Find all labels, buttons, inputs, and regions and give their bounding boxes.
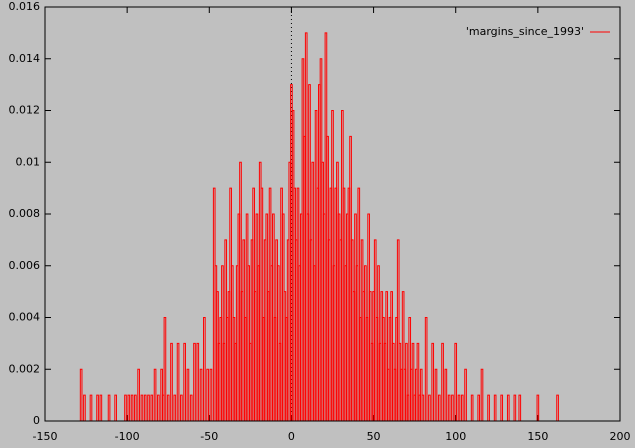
bar (444, 368, 448, 422)
bar (140, 394, 144, 422)
bar (79, 368, 83, 422)
bar (424, 317, 428, 422)
bar (163, 317, 167, 422)
bar (180, 394, 183, 422)
bar (99, 394, 103, 422)
bar (130, 394, 134, 422)
bar (506, 394, 510, 422)
bar (114, 394, 117, 422)
bar (556, 394, 559, 422)
bar (124, 394, 127, 422)
y-tick-label: 0.016 (9, 0, 41, 13)
bar (480, 368, 484, 422)
x-tick-label: 150 (527, 430, 548, 443)
bar (147, 394, 150, 422)
bar (176, 342, 180, 422)
bar (203, 317, 206, 422)
bar (143, 394, 147, 422)
y-tick-label: 0.01 (16, 155, 41, 168)
bar (166, 394, 170, 422)
bar (96, 394, 99, 422)
bar (454, 342, 458, 422)
x-tick-label: 50 (367, 430, 381, 443)
bar (83, 394, 86, 422)
y-tick-label: 0.004 (9, 311, 41, 324)
y-tick-label: 0.014 (9, 52, 41, 65)
y-tick-label: 0.012 (9, 104, 41, 117)
bar (134, 394, 137, 422)
y-tick-label: 0.002 (9, 362, 41, 375)
bar (199, 368, 203, 422)
bar (460, 394, 464, 422)
bar (137, 368, 140, 422)
legend-label: 'margins_since_1993' (466, 25, 584, 38)
bar (150, 394, 154, 422)
bar (189, 394, 193, 422)
bar (487, 394, 490, 422)
bar (206, 368, 209, 422)
y-tick-label: 0 (33, 414, 40, 427)
bar (451, 394, 454, 422)
bar (431, 342, 435, 422)
bar (493, 394, 497, 422)
x-tick-label: -100 (115, 430, 140, 443)
bar (170, 342, 173, 422)
bar (421, 394, 425, 422)
bar (193, 342, 196, 422)
bar (447, 394, 451, 422)
bar (457, 394, 461, 422)
bar (127, 394, 131, 422)
bar (173, 394, 177, 422)
bar (518, 394, 522, 422)
bar (157, 394, 160, 422)
x-tick-label: 100 (445, 430, 466, 443)
bar (464, 368, 467, 422)
x-tick-label: -150 (33, 430, 58, 443)
bar (186, 368, 190, 422)
bar (434, 368, 438, 422)
x-tick-label: -50 (200, 430, 218, 443)
bar (513, 394, 517, 422)
bar (477, 394, 481, 422)
bar (209, 368, 213, 422)
bar (500, 394, 504, 422)
bar (441, 342, 444, 422)
x-tick-label: 200 (610, 430, 631, 443)
bar (153, 368, 157, 422)
bar (196, 342, 200, 422)
bar (470, 394, 474, 422)
plot-frame (44, 6, 621, 422)
bar (437, 394, 441, 422)
x-tick-label: 0 (288, 430, 295, 443)
y-tick-label: 0.008 (9, 207, 41, 220)
bar (107, 394, 111, 422)
y-tick-label: 0.006 (9, 259, 41, 272)
bar (183, 342, 186, 422)
bar (89, 394, 93, 422)
bar (428, 394, 431, 422)
